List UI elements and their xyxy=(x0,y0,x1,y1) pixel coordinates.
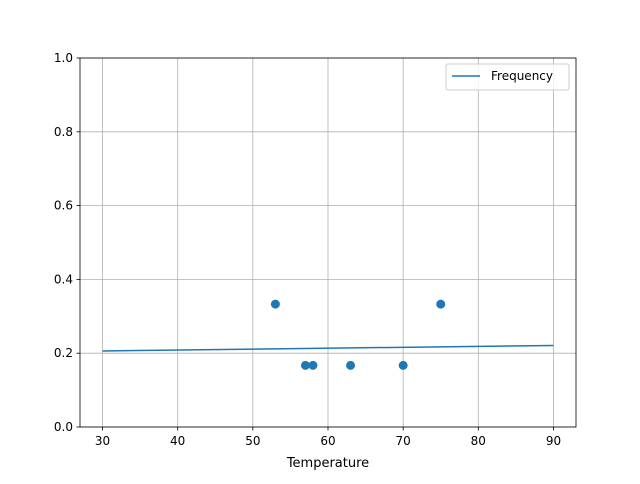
y-tick-label: 0.6 xyxy=(54,199,73,213)
marks xyxy=(102,299,554,370)
y-tick-label: 0.2 xyxy=(54,346,73,360)
scatter-point xyxy=(346,360,356,370)
scatter-point xyxy=(436,299,446,309)
x-tick-label: 60 xyxy=(320,434,335,448)
y-tick-label: 1.0 xyxy=(54,51,73,65)
x-tick-label: 30 xyxy=(95,434,110,448)
scatter-point xyxy=(308,360,318,370)
legend-box xyxy=(445,63,570,91)
y-tick-label: 0.0 xyxy=(54,420,73,434)
legend: Frequency xyxy=(445,63,570,91)
x-tick-label: 90 xyxy=(546,434,561,448)
x-axis-label: Temperature xyxy=(286,456,369,471)
scatter-point xyxy=(398,360,408,370)
grid xyxy=(80,57,576,428)
x-tick-label: 50 xyxy=(245,434,260,448)
x-tick-label: 70 xyxy=(396,434,411,448)
legend-label: Frequency xyxy=(491,69,553,83)
scatter-point xyxy=(270,299,280,309)
y-tick-label: 0.8 xyxy=(54,125,73,139)
x-tick-label: 80 xyxy=(471,434,486,448)
scatter-point xyxy=(300,360,310,370)
x-tick-label: 40 xyxy=(170,434,185,448)
y-tick-label: 0.4 xyxy=(54,272,73,286)
ticks: 30 40 50 60 70 80 90 0.0 0.2 0.4 0.6 0.8 1.0 xyxy=(54,51,561,448)
frequency-line xyxy=(102,344,554,352)
